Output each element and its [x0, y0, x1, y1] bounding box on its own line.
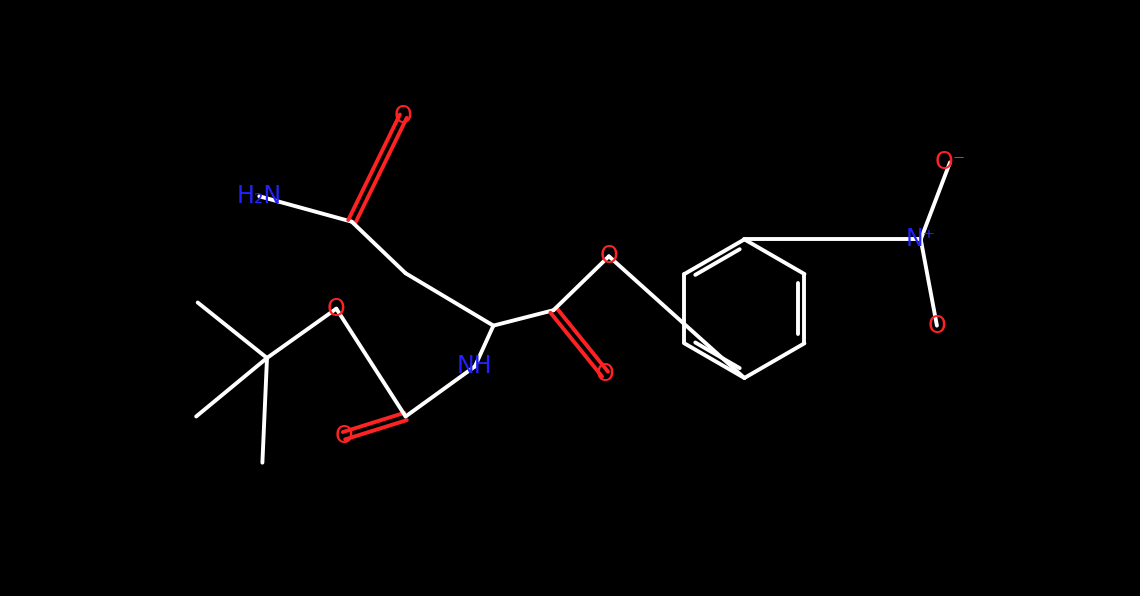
- Text: NH: NH: [457, 355, 492, 378]
- Text: O: O: [327, 297, 345, 321]
- Text: O⁻: O⁻: [935, 150, 966, 175]
- Text: O: O: [394, 104, 413, 128]
- Text: O: O: [335, 424, 353, 448]
- Text: N⁺: N⁺: [905, 228, 936, 252]
- Text: O: O: [600, 244, 618, 268]
- Text: O: O: [596, 362, 614, 386]
- Text: H₂N: H₂N: [237, 184, 282, 208]
- Text: O: O: [928, 313, 946, 337]
